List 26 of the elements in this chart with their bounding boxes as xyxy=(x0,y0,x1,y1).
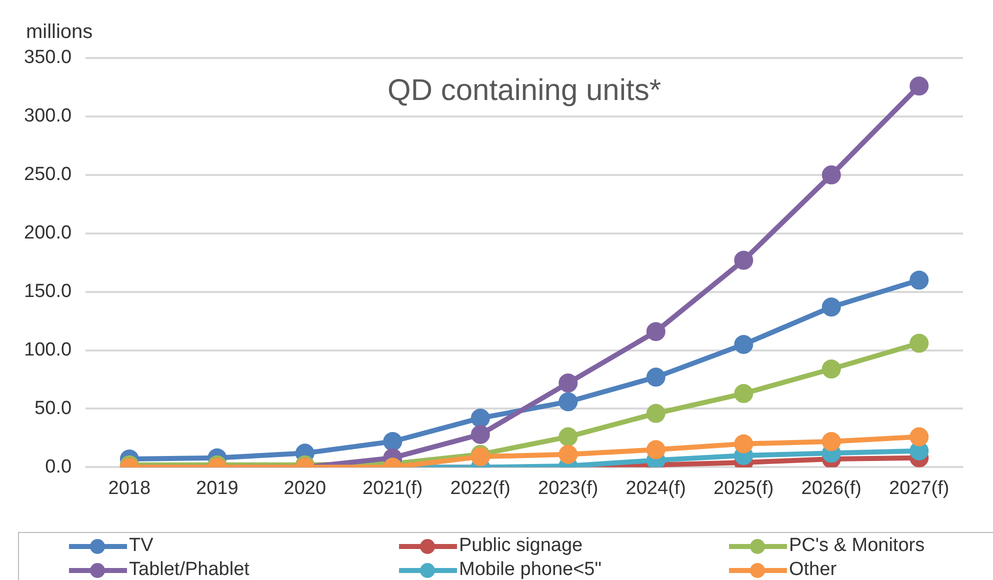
x-tick-label: 2021(f) xyxy=(362,478,423,499)
y-tick-label: 100.0 xyxy=(24,340,72,361)
legend-label: Mobile phone<5" xyxy=(459,559,602,580)
legend-label: PC's & Monitors xyxy=(789,535,925,557)
y-tick-label: 50.0 xyxy=(34,398,72,419)
y-tick-label: 250.0 xyxy=(24,164,72,186)
x-tick-label: 2019 xyxy=(196,478,238,499)
y-tick-label: 300.0 xyxy=(24,106,72,127)
y-tick-label: 350.0 xyxy=(24,47,72,68)
legend-label: Public signage xyxy=(459,535,583,557)
legend-label: Tablet/Phablet xyxy=(129,559,250,580)
x-tick-label: 2027(f) xyxy=(889,478,950,499)
legend-label: TV xyxy=(129,535,154,557)
text: QD containing units* xyxy=(388,74,662,107)
y-tick-label: 200.0 xyxy=(24,222,72,244)
x-tick-label: 2020 xyxy=(284,478,326,499)
x-tick-label: 2022(f) xyxy=(450,478,510,499)
x-tick-label: 2018 xyxy=(108,478,151,499)
x-tick-label: 2023(f) xyxy=(538,478,598,499)
legend-label: Other xyxy=(789,559,837,580)
y-axis-title: millions xyxy=(26,21,93,43)
y-tick-label: 150.0 xyxy=(24,281,72,302)
x-tick-label: 2026(f) xyxy=(801,478,862,499)
y-tick-label: 0.0 xyxy=(45,456,72,478)
x-tick-label: 2024(f) xyxy=(626,478,686,499)
x-tick-label: 2025(f) xyxy=(714,478,774,499)
